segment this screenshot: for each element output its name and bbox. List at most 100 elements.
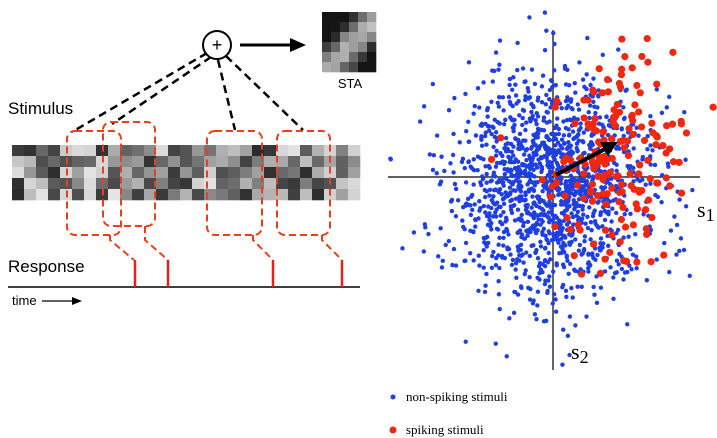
- non-spiking-point: [513, 218, 517, 222]
- non-spiking-point: [564, 179, 568, 183]
- non-spiking-point: [656, 195, 660, 199]
- non-spiking-point: [519, 189, 523, 193]
- non-spiking-point: [577, 60, 581, 64]
- spiking-point: [618, 71, 625, 78]
- spiking-point: [562, 192, 569, 199]
- non-spiking-point: [564, 126, 568, 130]
- non-spiking-point: [501, 181, 505, 185]
- non-spiking-point: [552, 292, 556, 296]
- non-spiking-point: [568, 314, 572, 318]
- non-spiking-point: [497, 236, 501, 240]
- sta-pixel: [340, 22, 349, 32]
- non-spiking-point: [462, 259, 466, 263]
- non-spiking-point: [520, 123, 524, 127]
- non-spiking-point: [547, 274, 551, 278]
- non-spiking-point: [615, 270, 619, 274]
- non-spiking-point: [554, 261, 558, 265]
- spiking-point: [669, 49, 676, 56]
- figure: + STA Stimulus Response time s1 s2 non-s…: [0, 0, 717, 438]
- non-spiking-point: [477, 199, 481, 203]
- stimulus-pixel: [288, 156, 300, 167]
- non-spiking-point: [478, 180, 482, 184]
- non-spiking-point: [540, 165, 544, 169]
- non-spiking-point: [508, 199, 512, 203]
- non-spiking-point: [541, 183, 545, 187]
- non-spiking-point: [559, 176, 563, 180]
- non-spiking-point: [543, 264, 547, 268]
- spiking-point: [645, 196, 652, 203]
- non-spiking-point: [452, 96, 456, 100]
- non-spiking-point: [531, 180, 535, 184]
- stimulus-pixel: [312, 167, 324, 178]
- non-spiking-point: [559, 106, 563, 110]
- non-spiking-point: [554, 310, 558, 314]
- non-spiking-point: [532, 202, 536, 206]
- non-spiking-point: [524, 148, 528, 152]
- stimulus-pixel: [192, 189, 204, 200]
- non-spiking-point: [560, 363, 564, 367]
- non-spiking-point: [500, 222, 504, 226]
- non-spiking-point: [486, 223, 490, 227]
- non-spiking-point: [435, 171, 439, 175]
- non-spiking-point: [522, 163, 526, 167]
- non-spiking-point: [555, 116, 559, 120]
- non-spiking-point: [581, 139, 585, 143]
- non-spiking-point: [517, 113, 521, 117]
- non-spiking-point: [548, 151, 552, 155]
- non-spiking-point: [690, 188, 694, 192]
- non-spiking-point: [578, 243, 582, 247]
- non-spiking-point: [516, 247, 520, 251]
- non-spiking-point: [491, 79, 495, 83]
- non-spiking-point: [482, 248, 486, 252]
- non-spiking-point: [573, 90, 577, 94]
- non-spiking-point: [431, 168, 435, 172]
- non-spiking-point: [494, 164, 498, 168]
- non-spiking-point: [650, 148, 654, 152]
- sta-pixel: [367, 52, 376, 62]
- non-spiking-point: [543, 246, 547, 250]
- stimulus-pixel: [240, 178, 252, 189]
- non-spiking-point: [464, 129, 468, 133]
- spiking-point: [567, 226, 574, 233]
- stimulus-pixel: [108, 145, 120, 156]
- non-spiking-point: [513, 82, 517, 86]
- non-spiking-point: [683, 158, 687, 162]
- non-spiking-point: [545, 291, 549, 295]
- non-spiking-point: [438, 182, 442, 186]
- non-spiking-point: [494, 256, 498, 260]
- non-spiking-point: [682, 110, 686, 114]
- non-spiking-point: [508, 252, 512, 256]
- non-spiking-point: [517, 180, 521, 184]
- stimulus-pixel: [216, 145, 228, 156]
- non-spiking-point: [388, 157, 392, 161]
- spiking-point: [618, 36, 625, 43]
- non-spiking-point: [533, 251, 537, 255]
- stimulus-pixel: [48, 189, 60, 200]
- stimulus-pixel: [348, 156, 360, 167]
- non-spiking-point: [436, 254, 440, 258]
- stimulus-pixel: [132, 156, 144, 167]
- non-spiking-point: [592, 104, 596, 108]
- non-spiking-point: [546, 215, 550, 219]
- stimulus-pixel: [12, 178, 24, 189]
- non-spiking-point: [510, 174, 514, 178]
- non-spiking-point: [536, 131, 540, 135]
- non-spiking-point: [521, 108, 525, 112]
- spiking-point: [584, 97, 591, 104]
- non-spiking-point: [562, 234, 566, 238]
- non-spiking-point: [539, 244, 543, 248]
- legend-swatch: [391, 395, 396, 400]
- non-spiking-point: [553, 126, 557, 130]
- non-spiking-point: [470, 193, 474, 197]
- spiking-point: [648, 120, 655, 127]
- non-spiking-point: [529, 187, 533, 191]
- non-spiking-point: [653, 163, 657, 167]
- spiking-point: [642, 206, 649, 213]
- non-spiking-point: [667, 95, 671, 99]
- non-spiking-point: [531, 141, 535, 145]
- non-spiking-point: [426, 232, 430, 236]
- stimulus-pixel: [168, 178, 180, 189]
- stimulus-pixel: [264, 156, 276, 167]
- spiking-point: [618, 216, 625, 223]
- non-spiking-point: [587, 260, 591, 264]
